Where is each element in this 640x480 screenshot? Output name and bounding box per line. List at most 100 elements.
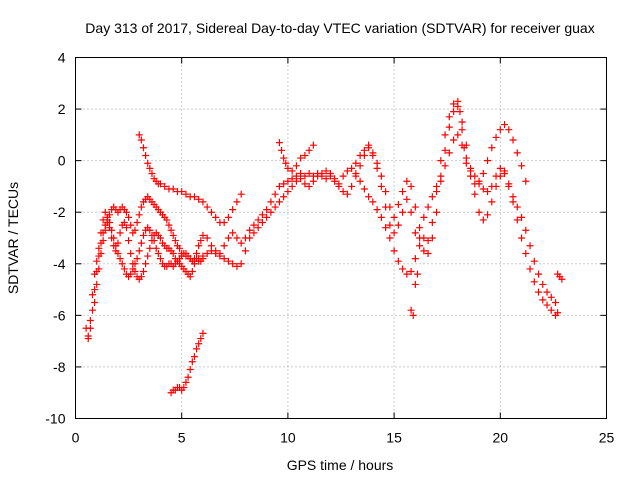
data-point — [467, 164, 475, 172]
data-point — [284, 177, 292, 185]
data-point — [437, 172, 445, 180]
x-tick-label: 5 — [178, 430, 186, 446]
data-point — [229, 229, 237, 237]
x-tick-label: 20 — [493, 430, 509, 446]
data-point — [186, 273, 194, 281]
data-point — [458, 126, 466, 134]
y-tick-label: -6 — [53, 307, 66, 323]
data-point — [91, 286, 99, 294]
data-point — [146, 244, 154, 252]
data-point — [233, 262, 241, 270]
data-point — [195, 340, 203, 348]
data-point — [146, 164, 154, 172]
data-point — [413, 270, 421, 278]
data-point — [203, 234, 211, 242]
data-point — [479, 185, 487, 193]
data-point — [114, 249, 122, 257]
data-point — [535, 270, 543, 278]
data-point — [411, 280, 419, 288]
data-point — [394, 200, 402, 208]
data-point — [326, 170, 334, 178]
data-point — [399, 188, 407, 196]
data-point — [131, 226, 139, 234]
data-point — [254, 224, 262, 232]
data-point — [484, 188, 492, 196]
data-point — [188, 268, 196, 276]
data-point — [275, 182, 283, 190]
data-point — [292, 177, 300, 185]
data-point — [220, 219, 228, 227]
data-point — [479, 216, 487, 224]
data-point — [386, 203, 394, 211]
data-point — [131, 260, 139, 268]
data-point — [271, 190, 279, 198]
data-point — [547, 293, 555, 301]
data-point — [292, 162, 300, 170]
data-point — [475, 208, 483, 216]
x-tick-label: 15 — [386, 430, 402, 446]
data-point — [407, 268, 415, 276]
data-point — [267, 208, 275, 216]
data-point — [513, 203, 521, 211]
data-point — [301, 172, 309, 180]
data-point — [95, 252, 103, 260]
data-point — [86, 324, 94, 332]
data-point — [471, 190, 479, 198]
data-point — [309, 177, 317, 185]
data-point — [165, 221, 173, 229]
data-point — [390, 213, 398, 221]
data-point — [369, 149, 377, 157]
data-point — [416, 224, 424, 232]
data-point — [309, 141, 317, 149]
data-point — [258, 219, 266, 227]
data-point — [186, 366, 194, 374]
data-point — [356, 151, 364, 159]
data-point — [365, 141, 373, 149]
data-point — [156, 255, 164, 263]
data-point — [212, 249, 220, 257]
data-point — [167, 226, 175, 234]
data-point — [93, 280, 101, 288]
data-point — [403, 270, 411, 278]
data-point — [360, 185, 368, 193]
data-point — [488, 144, 496, 152]
data-point — [543, 301, 551, 309]
data-point — [139, 231, 147, 239]
data-point — [176, 244, 184, 252]
data-point — [411, 255, 419, 263]
data-point — [488, 198, 496, 206]
data-point — [373, 159, 381, 167]
data-point — [558, 275, 566, 283]
data-point — [297, 175, 305, 183]
data-point — [530, 257, 538, 265]
data-point — [501, 170, 509, 178]
series-D — [135, 97, 530, 245]
data-point — [105, 219, 113, 227]
data-point — [339, 172, 347, 180]
x-tick-label: 10 — [280, 430, 296, 446]
y-tick-label: -8 — [53, 359, 66, 375]
data-point — [182, 190, 190, 198]
data-point — [91, 298, 99, 306]
y-tick-label: 4 — [58, 50, 66, 66]
data-point — [263, 206, 271, 214]
data-point — [246, 234, 254, 242]
data-point — [335, 180, 343, 188]
data-point — [522, 249, 530, 257]
data-point — [505, 126, 513, 134]
data-point — [101, 208, 109, 216]
data-point — [420, 234, 428, 242]
data-point — [543, 288, 551, 296]
data-point — [161, 182, 169, 190]
data-point — [484, 211, 492, 219]
data-point — [178, 188, 186, 196]
data-point — [441, 162, 449, 170]
data-point — [492, 133, 500, 141]
data-point — [428, 193, 436, 201]
data-point — [318, 170, 326, 178]
data-point — [197, 237, 205, 245]
data-point — [282, 159, 290, 167]
data-point — [207, 208, 215, 216]
data-point — [416, 242, 424, 250]
